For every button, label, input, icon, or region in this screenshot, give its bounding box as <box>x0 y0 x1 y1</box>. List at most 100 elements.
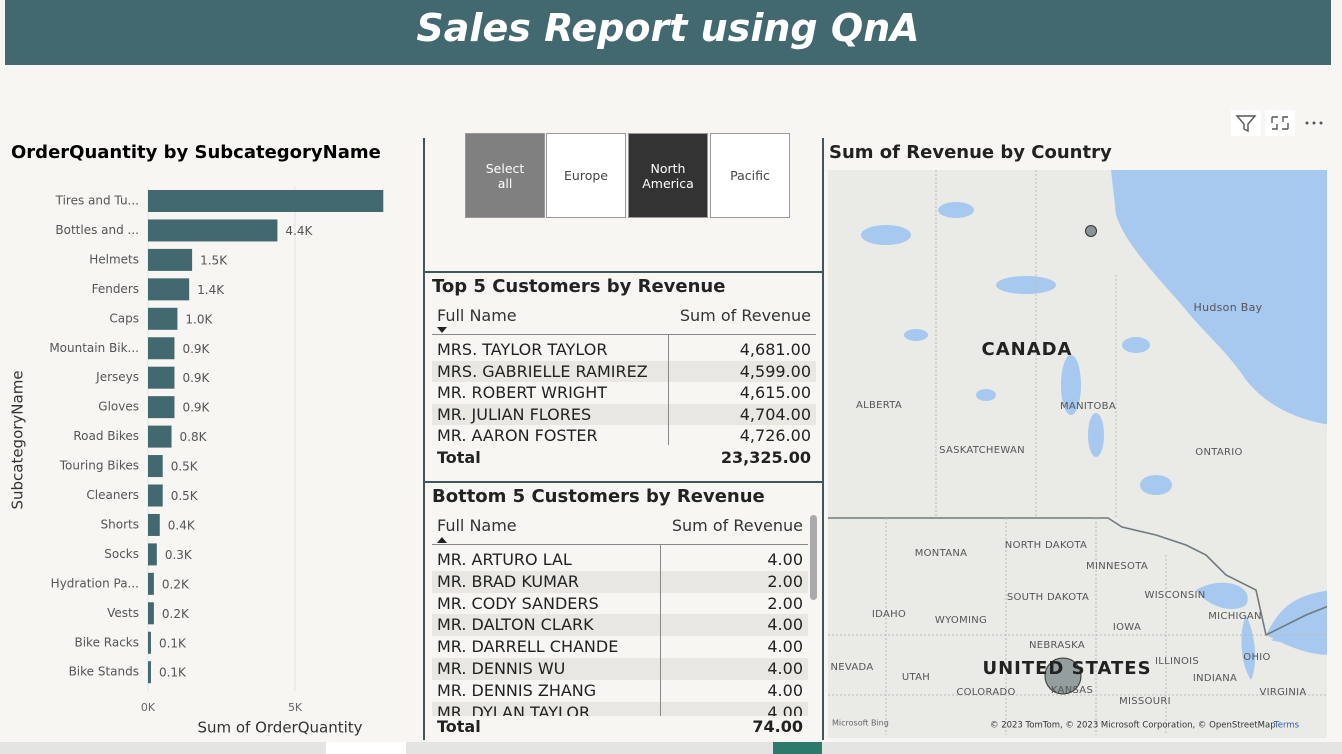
cell: MR. ROBERT WRIGHT <box>437 383 607 403</box>
slicer-button[interactable]: North America <box>628 133 708 218</box>
slicer-button[interactable]: Select all <box>465 133 545 218</box>
header-rule <box>432 544 808 545</box>
data-label: 0.9K <box>182 342 210 356</box>
column-header[interactable]: Sum of Revenue <box>671 516 803 535</box>
cell: MR. BRAD KUMAR <box>437 571 579 591</box>
filter-icon[interactable] <box>1231 110 1261 136</box>
map-label: INDIANA <box>1193 673 1237 684</box>
bar <box>148 278 190 301</box>
map-label: KANSAS <box>1051 685 1093 696</box>
table-title: Top 5 Customers by Revenue <box>432 276 726 297</box>
table-cover <box>425 716 822 742</box>
data-label: 0.5K <box>171 460 199 474</box>
bar <box>148 366 175 389</box>
cell: MRS. GABRIELLE RAMIREZ <box>437 361 648 381</box>
bar <box>148 425 172 448</box>
data-label: 4.4K <box>285 224 313 238</box>
cell: 4,704.00 <box>739 404 811 424</box>
y-tick-label: Shorts <box>101 517 139 531</box>
cell: MR. AARON FOSTER <box>437 426 598 446</box>
column-header[interactable]: Sum of Revenue <box>679 306 811 325</box>
column-rule <box>660 545 661 716</box>
bar <box>148 307 178 330</box>
map-label: ILLINOIS <box>1155 656 1199 667</box>
y-tick-label: Helmets <box>89 252 139 266</box>
header-rule <box>432 334 816 335</box>
cell: 4,681.00 <box>739 340 811 359</box>
map-label: MANITOBA <box>1060 401 1116 412</box>
column-header[interactable]: Full Name <box>437 306 517 325</box>
data-label: 0.4K <box>168 518 196 532</box>
cell: MR. DARRELL CHANDE <box>437 637 619 657</box>
map-label: WYOMING <box>935 615 987 626</box>
bar <box>148 572 154 595</box>
y-tick-label: Caps <box>109 311 139 325</box>
slicer-button[interactable]: Europe <box>546 133 626 218</box>
y-tick-label: Mountain Bik... <box>49 341 139 355</box>
chart-title: OrderQuantity by SubcategoryName <box>11 142 381 163</box>
map-label: VIRGINIA <box>1259 687 1306 698</box>
data-label: 0.9K <box>182 401 210 415</box>
map-label: Hudson Bay <box>1194 301 1263 314</box>
y-tick-label: Tires and Tu... <box>55 194 139 208</box>
slicer-label: Pacific <box>730 168 770 183</box>
report-title: Sales Report using QnA <box>5 0 1331 65</box>
y-tick-label: Cleaners <box>86 488 139 502</box>
revenue-bubble[interactable] <box>1085 225 1097 237</box>
map-label: NEBRASKA <box>1029 640 1085 651</box>
map-visual: Sum of Revenue by Country CANADA UNITED S… <box>828 142 1327 738</box>
page-tab[interactable] <box>773 742 822 754</box>
more-dot[interactable] <box>1305 121 1309 125</box>
bar <box>148 513 160 536</box>
revenue-bubble[interactable] <box>1044 657 1082 695</box>
y-tick-label: Touring Bikes <box>59 459 139 473</box>
data-label: 0.8K <box>180 430 208 444</box>
map-title: Sum of Revenue by Country <box>829 142 1112 163</box>
total-label: Total <box>437 717 481 736</box>
cell: 4,615.00 <box>739 383 811 403</box>
map-label: NORTH DAKOTA <box>1005 540 1087 551</box>
map-label: UNITED STATES <box>982 658 1151 679</box>
more-dot <box>1319 121 1323 125</box>
divider <box>423 138 425 740</box>
focus-icon[interactable] <box>1265 110 1295 136</box>
cell: MR. CODY SANDERS <box>437 593 599 613</box>
bar <box>148 631 151 654</box>
data-label: 0.2K <box>162 577 190 591</box>
y-tick-label: Bike Stands <box>69 665 139 679</box>
bar <box>148 455 163 478</box>
column-header[interactable]: Full Name <box>437 516 517 535</box>
map-canvas: CANADA UNITED STATES Hudson Bay ALBERTA MANI… <box>828 170 1327 738</box>
data-label: 0.1K <box>159 666 187 680</box>
bar <box>148 543 157 566</box>
map-label: IOWA <box>1113 622 1141 633</box>
y-tick-label: Road Bikes <box>73 429 139 443</box>
divider <box>424 481 823 483</box>
map-label: NEVADA <box>830 662 873 673</box>
data-label: 0.2K <box>162 607 190 621</box>
map-label: UTAH <box>902 672 930 683</box>
state-lines <box>828 170 1327 735</box>
y-tick-label: Hydration Pa... <box>51 576 139 590</box>
map-terms[interactable]: Terms <box>1273 721 1300 731</box>
total-value: 23,325.00 <box>720 448 811 467</box>
data-label: 1.5K <box>200 253 228 267</box>
map-attribution: © 2023 TomTom, © 2023 Microsoft Corporat… <box>990 721 1276 731</box>
data-label: 0.1K <box>159 636 187 650</box>
x-axis-title: Sum of OrderQuantity <box>197 719 362 737</box>
slicer-label: Europe <box>564 168 608 183</box>
scrollbar[interactable] <box>810 515 817 600</box>
y-tick-label: Gloves <box>98 400 139 414</box>
cell: 4.00 <box>767 615 803 635</box>
cell: MR. DALTON CLARK <box>437 615 594 635</box>
bar <box>148 190 384 212</box>
map-label: WISCONSIN <box>1145 590 1206 601</box>
total-value: 74.00 <box>752 717 803 736</box>
map-logo: Microsoft Bing <box>832 719 889 728</box>
map-label: COLORADO <box>956 687 1015 698</box>
x-tick-label: 5K <box>288 701 303 714</box>
page-tab[interactable] <box>326 742 406 754</box>
lakes <box>861 202 1327 680</box>
slicer-button[interactable]: Pacific <box>710 133 790 218</box>
